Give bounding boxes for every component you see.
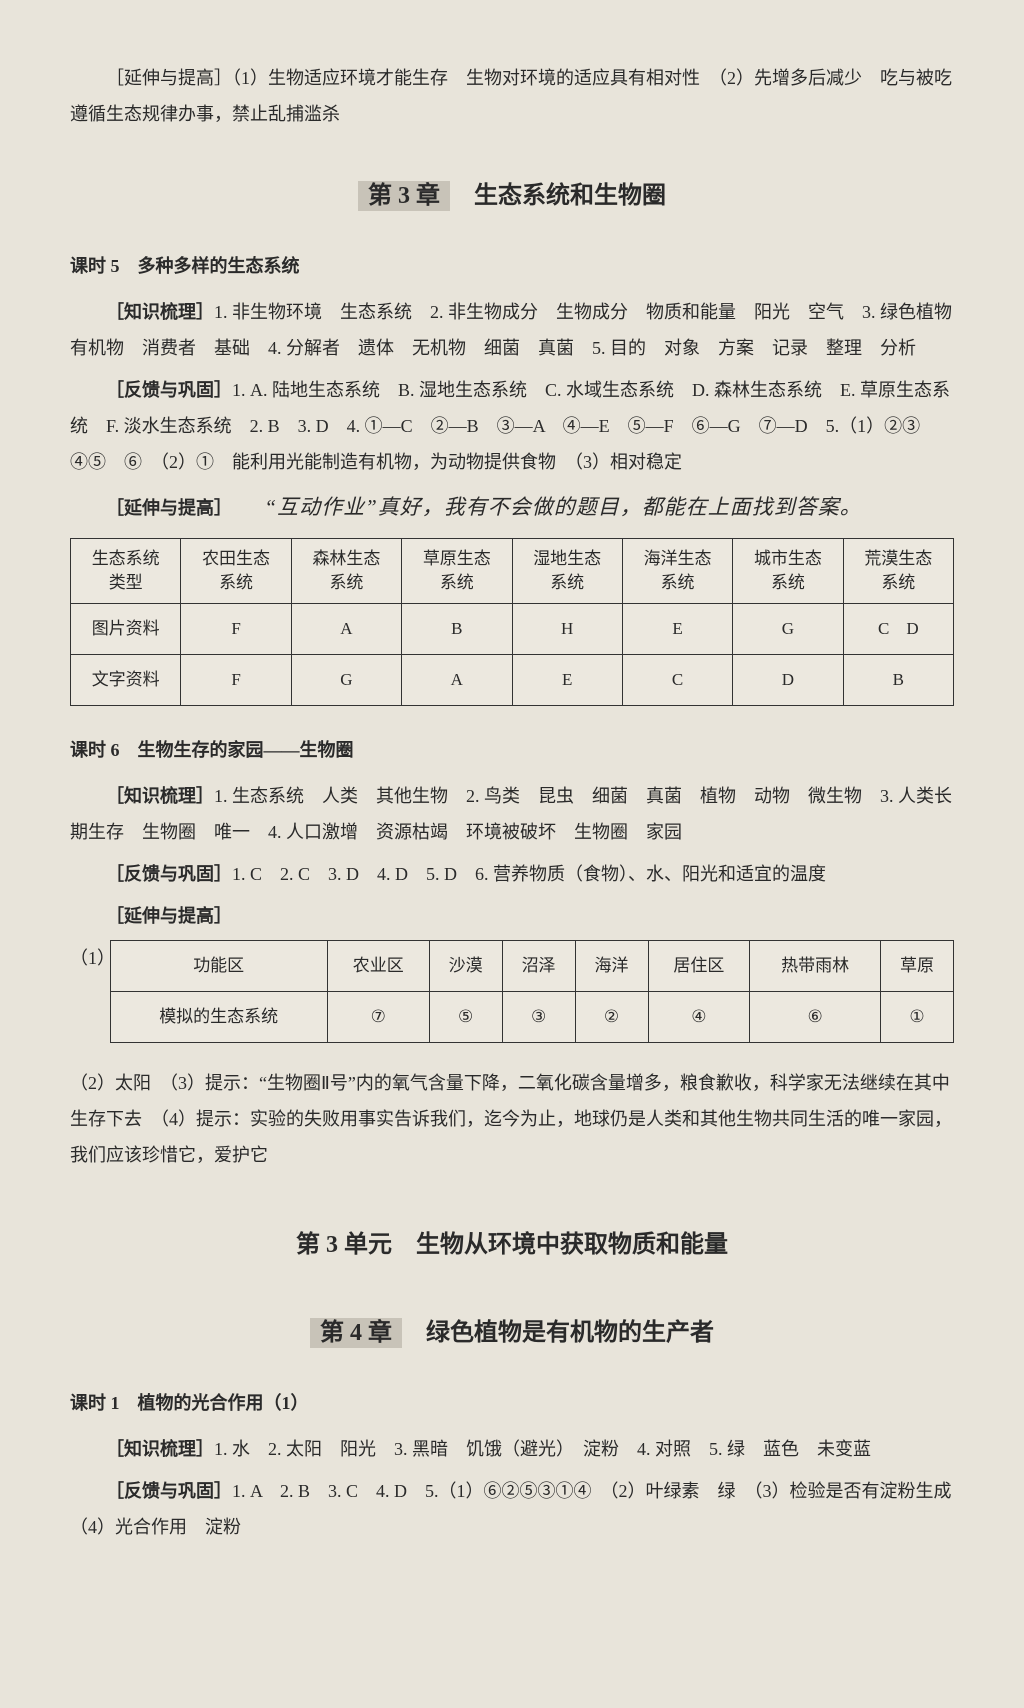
table-header: 生态系统类型 [71, 539, 181, 604]
table-cell: F [181, 654, 291, 705]
lesson-1-feedback: ［反馈与巩固］1. A 2. B 3. C 4. D 5.（1）⑥②⑤③①④ （… [70, 1473, 954, 1545]
table-header: 草原生态系统 [402, 539, 512, 604]
extension-label: ［延伸与提高］ [106, 906, 232, 926]
lesson-1-title: 课时 1 植物的光合作用（1） [70, 1385, 954, 1421]
table-header: 热带雨林 [750, 940, 881, 991]
chapter-4-title-highlight: 第 4 章 [310, 1318, 402, 1348]
table-header: 草原 [880, 940, 953, 991]
table-header: 荒漠生态系统 [843, 539, 953, 604]
item-1-prefix: （1） [70, 940, 110, 976]
table-cell: B [402, 603, 512, 654]
table-cell: B [843, 654, 953, 705]
table-header: 海洋生态系统 [622, 539, 732, 604]
table-cell: H [512, 603, 622, 654]
table-cell: ⑦ [327, 991, 429, 1042]
lesson-6-table: 功能区 农业区 沙漠 沼泽 海洋 居住区 热带雨林 草原 模拟的生态系统 ⑦ ⑤… [110, 940, 954, 1043]
lesson-6-feedback-text: 1. C 2. C 3. D 4. D 5. D 6. 营养物质（食物）、水、阳… [232, 864, 826, 884]
table-row: 生态系统类型 农田生态系统 森林生态系统 草原生态系统 湿地生态系统 海洋生态系… [71, 539, 954, 604]
chapter-4-title: 第 4 章 绿色植物是有机物的生产者 [70, 1309, 954, 1357]
lesson-1-knowledge: ［知识梳理］1. 水 2. 太阳 阳光 3. 黑暗 饥饿（避光） 淀粉 4. 对… [70, 1431, 954, 1467]
lesson-6-title: 课时 6 生物生存的家园——生物圈 [70, 732, 954, 768]
table-cell: C [622, 654, 732, 705]
feedback-label: ［反馈与巩固］ [106, 1481, 232, 1501]
table-cell: ② [575, 991, 648, 1042]
table-cell: ④ [648, 991, 750, 1042]
feedback-label: ［反馈与巩固］ [106, 380, 232, 400]
table-cell: G [733, 603, 843, 654]
lesson-5-extension-row: ［延伸与提高］ “互动作业”真好，我有不会做的题目，都能在上面找到答案。 [70, 486, 954, 528]
table-header: 森林生态系统 [291, 539, 401, 604]
table-row: 文字资料 F G A E C D B [71, 654, 954, 705]
lesson-5-title: 课时 5 多种多样的生态系统 [70, 248, 954, 284]
table-cell: A [291, 603, 401, 654]
chapter-3-title-highlight: 第 3 章 [358, 181, 450, 211]
lesson-5-table: 生态系统类型 农田生态系统 森林生态系统 草原生态系统 湿地生态系统 海洋生态系… [70, 538, 954, 706]
table-header: 农田生态系统 [181, 539, 291, 604]
table-cell: 图片资料 [71, 603, 181, 654]
feedback-label: ［反馈与巩固］ [106, 864, 232, 884]
lesson-6-extension-label-row: ［延伸与提高］ [70, 898, 954, 934]
lesson-6-knowledge: ［知识梳理］1. 生态系统 人类 其他生物 2. 鸟类 昆虫 细菌 真菌 植物 … [70, 778, 954, 850]
table-header: 湿地生态系统 [512, 539, 622, 604]
table-row: 功能区 农业区 沙漠 沼泽 海洋 居住区 热带雨林 草原 [110, 940, 953, 991]
table-cell: 文字资料 [71, 654, 181, 705]
chapter-3-title: 第 3 章 生态系统和生物圈 [70, 172, 954, 220]
table-cell: D [733, 654, 843, 705]
table-cell: A [402, 654, 512, 705]
table-header: 城市生态系统 [733, 539, 843, 604]
knowledge-label: ［知识梳理］ [106, 786, 214, 806]
table-header: 农业区 [327, 940, 429, 991]
lesson-6-after-paragraph: （2）太阳 （3）提示：“生物圈Ⅱ号”内的氧气含量下降，二氧化碳含量增多，粮食歉… [70, 1065, 954, 1173]
extension-label: ［延伸与提高］ [70, 490, 232, 526]
table-row: 图片资料 F A B H E G C D [71, 603, 954, 654]
table-cell: ③ [502, 991, 575, 1042]
knowledge-label: ［知识梳理］ [106, 302, 214, 322]
table-cell: ⑤ [429, 991, 502, 1042]
lesson-6-item1-row: （1） 功能区 农业区 沙漠 沼泽 海洋 居住区 热带雨林 草原 模拟的生态系统… [70, 940, 954, 1065]
table-cell: F [181, 603, 291, 654]
table-cell: G [291, 654, 401, 705]
table-cell: ① [880, 991, 953, 1042]
knowledge-label: ［知识梳理］ [106, 1439, 214, 1459]
unit-3-title: 第 3 单元 生物从环境中获取物质和能量 [70, 1221, 954, 1269]
table-cell: C D [843, 603, 953, 654]
lesson-5-knowledge: ［知识梳理］1. 非生物环境 生态系统 2. 非生物成分 生物成分 物质和能量 … [70, 294, 954, 366]
table-cell: E [622, 603, 732, 654]
table-cell: E [512, 654, 622, 705]
table-header: 海洋 [575, 940, 648, 991]
table-header: 功能区 [110, 940, 327, 991]
table-header: 居住区 [648, 940, 750, 991]
chapter-3-title-rest: 生态系统和生物圈 [450, 183, 666, 209]
table-row: 模拟的生态系统 ⑦ ⑤ ③ ② ④ ⑥ ① [110, 991, 953, 1042]
table-header: 沙漠 [429, 940, 502, 991]
chapter-4-title-rest: 绿色植物是有机物的生产者 [402, 1320, 714, 1346]
lesson-5-feedback: ［反馈与巩固］1. A. 陆地生态系统 B. 湿地生态系统 C. 水域生态系统 … [70, 372, 954, 480]
handwritten-note: “互动作业”真好，我有不会做的题目，都能在上面找到答案。 [264, 486, 954, 528]
lesson-1-knowledge-text: 1. 水 2. 太阳 阳光 3. 黑暗 饥饿（避光） 淀粉 4. 对照 5. 绿… [214, 1439, 871, 1459]
extension-paragraph-top: ［延伸与提高］（1）生物适应环境才能生存 生物对环境的适应具有相对性 （2）先增… [70, 60, 954, 132]
table-header: 沼泽 [502, 940, 575, 991]
table-cell: 模拟的生态系统 [110, 991, 327, 1042]
table-cell: ⑥ [750, 991, 881, 1042]
lesson-6-feedback: ［反馈与巩固］1. C 2. C 3. D 4. D 5. D 6. 营养物质（… [70, 856, 954, 892]
